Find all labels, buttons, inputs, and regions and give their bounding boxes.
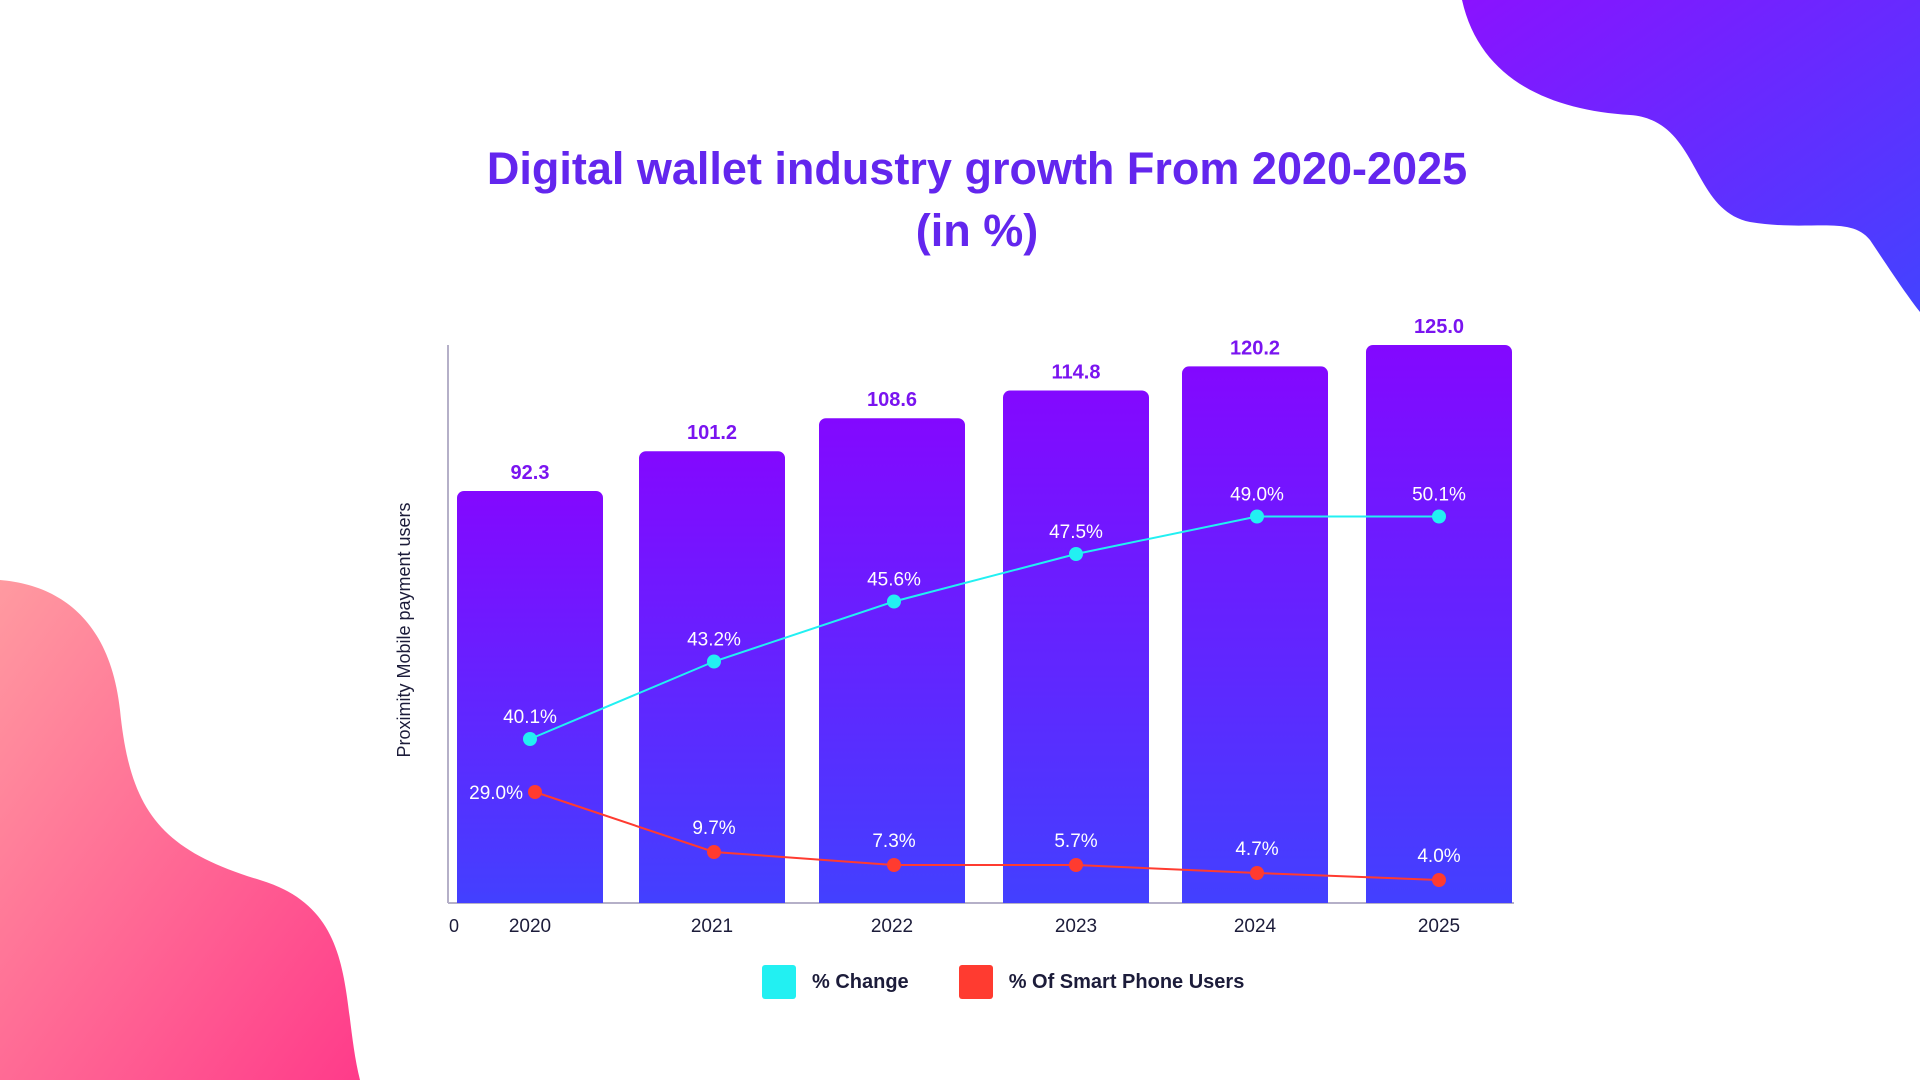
change-point-2022	[887, 594, 901, 609]
smartphone-value-label-2021: 9.7%	[692, 818, 735, 839]
change-value-label-2024: 49.0%	[1230, 485, 1284, 506]
bar-base-2024	[1182, 895, 1328, 903]
smartphone-point-2022	[887, 858, 901, 872]
change-point-2021	[707, 654, 721, 669]
x-tick-label-2022: 2022	[871, 916, 913, 937]
x-tick-label-2021: 2021	[691, 916, 733, 937]
smartphone-value-label-2023: 5.7%	[1054, 831, 1097, 852]
legend-label-change: % Change	[812, 970, 909, 993]
change-value-label-2023: 47.5%	[1049, 522, 1103, 543]
bar-value-label-2025: 125.0	[1414, 316, 1464, 338]
bar-base-2022	[819, 895, 965, 903]
legend-swatch-change	[762, 965, 796, 999]
bar-base-2025	[1366, 895, 1512, 903]
bar-2021	[639, 451, 785, 903]
bar-2024	[1182, 366, 1328, 903]
legend-item-change: % Change	[762, 965, 909, 999]
series-line-change	[529, 515, 1439, 740]
y-origin-label: 0	[449, 916, 459, 936]
smartphone-value-label-2020: 29.0%	[469, 783, 523, 804]
smartphone-point-2025	[1432, 873, 1446, 887]
x-tick-label-2020: 2020	[509, 916, 551, 937]
smartphone-value-label-2022: 7.3%	[872, 831, 915, 852]
bar-base-2021	[639, 895, 785, 903]
bar-base-2020	[457, 895, 603, 903]
bar-2023	[1003, 390, 1149, 903]
x-tick-label-2025: 2025	[1418, 916, 1460, 937]
bar-2025	[1366, 345, 1512, 903]
x-tick-label-2024: 2024	[1234, 916, 1277, 937]
change-value-label-2021: 43.2%	[687, 630, 741, 651]
change-point-2023	[1069, 547, 1083, 561]
decorative-blob-top-right	[1462, 0, 1920, 312]
change-value-label-2020: 40.1%	[503, 707, 557, 728]
smartphone-value-label-2024: 4.7%	[1235, 839, 1278, 860]
bar-base-2023	[1003, 895, 1149, 903]
change-point-2020	[523, 732, 537, 746]
y-axis-label: Proximity Mobile payment users	[394, 502, 414, 757]
smartphone-point-2023	[1069, 858, 1083, 872]
decorative-blob-bottom-left	[0, 580, 360, 1080]
x-tick-label-2023: 2023	[1055, 916, 1097, 937]
bar-value-label-2020: 92.3	[511, 462, 550, 484]
bar-value-label-2021: 101.2	[687, 422, 737, 444]
change-value-label-2022: 45.6%	[867, 570, 921, 591]
chart-title: Digital wallet industry growth From 2020…	[0, 138, 1920, 262]
change-point-2024	[1250, 509, 1264, 524]
bar-value-label-2024: 120.2	[1230, 337, 1280, 359]
bar-value-label-2023: 114.8	[1052, 362, 1101, 384]
smartphone-point-2021	[707, 845, 721, 859]
bar-2022	[819, 418, 965, 903]
legend-swatch-smartphone	[958, 965, 993, 999]
smartphone-value-label-2025: 4.0%	[1417, 846, 1460, 867]
change-value-label-2025: 50.1%	[1412, 485, 1466, 506]
smartphone-point-2020	[528, 785, 542, 799]
legend: % Change % Of Smart Phone Users	[762, 965, 1294, 999]
chart-title-line-1: Digital wallet industry growth From 2020…	[486, 143, 1468, 194]
smartphone-point-2024	[1250, 866, 1264, 880]
chart-title-line-2: (in %)	[915, 205, 1039, 256]
bar-value-label-2022: 108.6	[867, 389, 917, 411]
series-line-smartphone	[534, 791, 1440, 881]
change-point-2025	[1432, 509, 1446, 524]
legend-item-smartphone: % Of Smart Phone Users	[958, 965, 1245, 999]
bar-2020	[457, 490, 603, 903]
legend-label-smartphone: % Of Smart Phone Users	[1008, 970, 1245, 993]
